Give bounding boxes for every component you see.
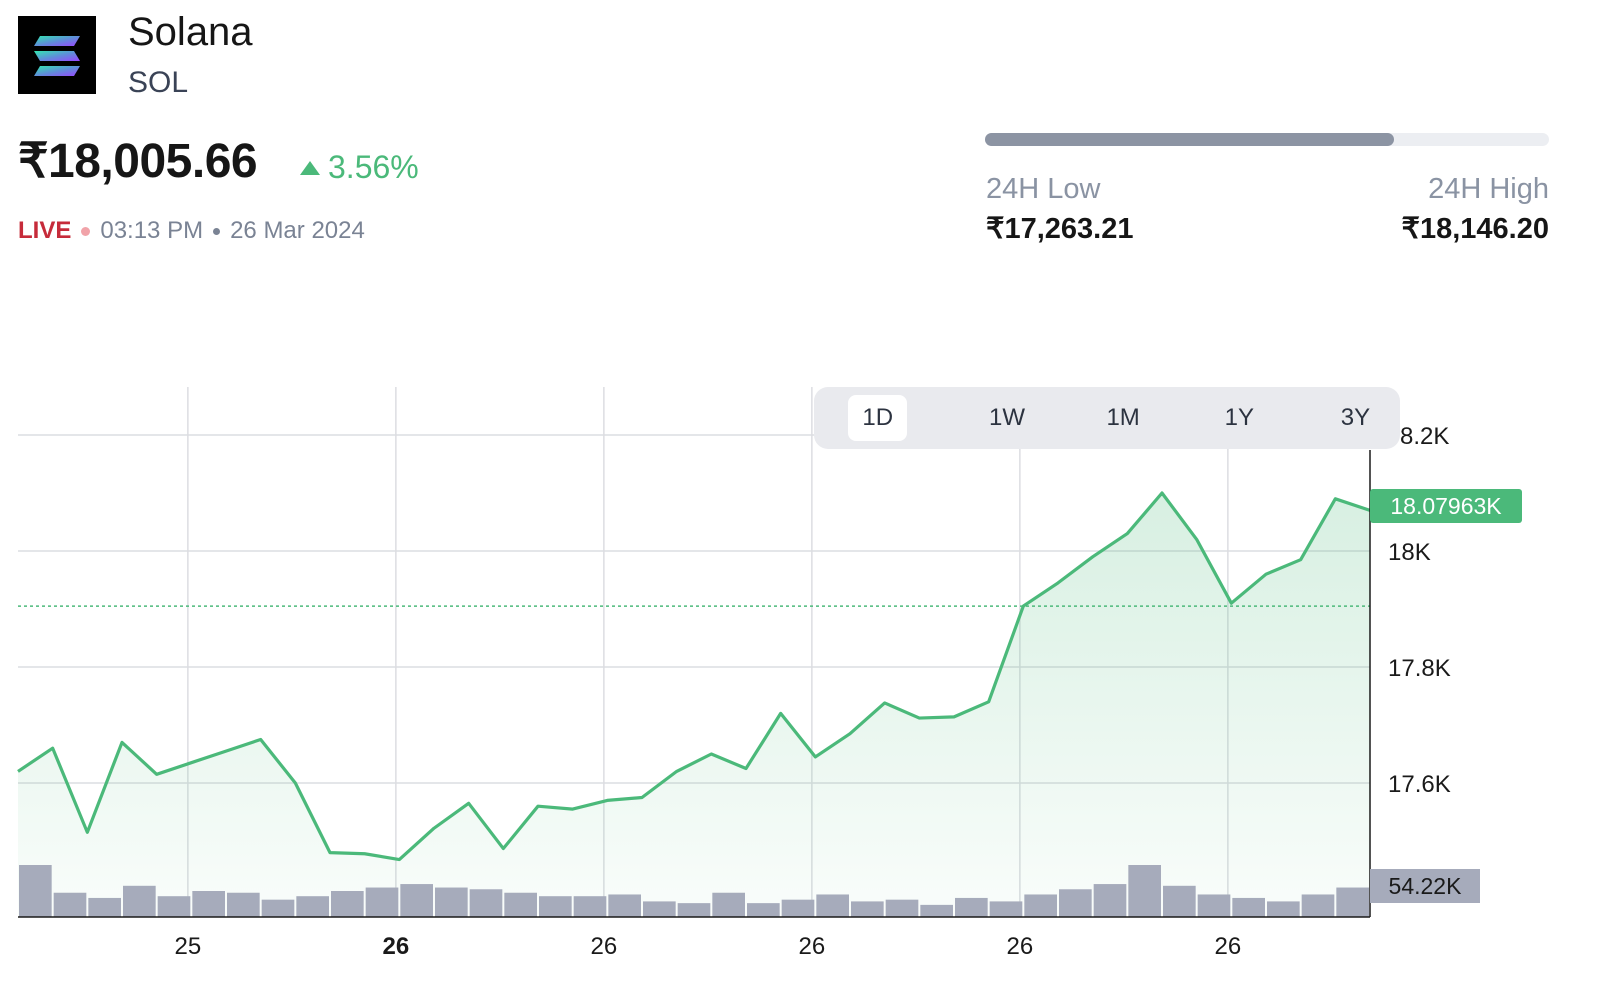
volume-bar: [157, 896, 191, 917]
quote-date: 26 Mar 2024: [230, 217, 365, 244]
x-tick-label: 26: [1007, 933, 1034, 960]
volume-bar: [400, 884, 433, 917]
low-24h-label: 24H Low: [986, 173, 1101, 205]
y-tick-label: 17.8K: [1388, 655, 1451, 682]
quote-time: 03:13 PM: [100, 217, 204, 244]
solana-logo-icon: [18, 16, 96, 94]
volume-bar: [1301, 894, 1335, 917]
triangle-up-icon: [300, 161, 320, 175]
volume-bar: [643, 901, 676, 917]
last-volume-badge: 54.22K: [1370, 869, 1480, 903]
coin-name: Solana: [128, 10, 253, 54]
volume-bar: [331, 891, 364, 917]
volume-bar: [747, 903, 780, 917]
live-label: LIVE: [18, 217, 72, 244]
volume-bar: [1336, 887, 1369, 917]
volume-bar: [712, 892, 745, 917]
solana-logo-graphic: [34, 36, 80, 76]
volume-bar: [989, 901, 1023, 917]
range-24h-bar: [985, 133, 1549, 146]
y-tick-label: 17.6K: [1388, 771, 1451, 798]
x-tick-label: 26: [799, 933, 826, 960]
volume-bar: [123, 885, 156, 917]
change-percent: 3.56%: [328, 149, 419, 185]
volume-bar: [1197, 894, 1231, 917]
volume-bar: [435, 887, 468, 917]
volume-bar: [851, 901, 884, 917]
live-status-row: LIVE 03:13 PM 26 Mar 2024: [18, 216, 365, 246]
volume-bar: [1232, 897, 1265, 917]
x-tick-label: 26: [591, 933, 618, 960]
current-price: ₹18,005.66: [18, 135, 258, 188]
volume-bar: [1163, 885, 1196, 917]
high-24h-value: ₹18,146.20: [1401, 213, 1549, 245]
volume-bar: [53, 892, 87, 917]
x-tick-label: 26: [383, 933, 410, 960]
y-tick-label: 18K: [1388, 539, 1431, 566]
volume-bar: [469, 889, 503, 917]
price-line: [17, 491, 1371, 862]
volume-bar: [1093, 884, 1127, 917]
volume-bar: [261, 899, 295, 917]
x-tick-label: 26: [1215, 933, 1242, 960]
volume-bar: [504, 892, 537, 917]
volume-bar: [1059, 889, 1092, 917]
price-change: 3.56%: [300, 148, 419, 186]
volume-bar: [608, 894, 641, 917]
volume-bar: [296, 896, 329, 917]
live-dot-icon: [81, 226, 91, 236]
volume-bar: [539, 896, 572, 917]
period-tab-3y[interactable]: 3Y: [1340, 404, 1371, 431]
volume-bar: [365, 887, 399, 917]
period-selector: 1D 1W 1M 1Y 3Y: [814, 387, 1400, 449]
volume-bar: [1267, 901, 1300, 917]
x-tick-label: 25: [175, 933, 202, 960]
separator-dot-icon: [213, 227, 221, 235]
period-tab-1m[interactable]: 1M: [1106, 404, 1140, 431]
volume-bar: [88, 897, 121, 917]
volume-bar: [816, 894, 849, 917]
period-tab-1d[interactable]: 1D: [848, 395, 908, 441]
coin-symbol: SOL: [128, 66, 189, 99]
price-area: [18, 493, 1370, 917]
high-24h-label: 24H High: [1428, 173, 1549, 205]
volume-bar: [885, 899, 919, 917]
range-24h-fill: [985, 133, 1394, 146]
volume-bar: [677, 903, 711, 917]
volume-bar: [920, 904, 953, 917]
volume-bar: [781, 899, 815, 917]
y-tick-label: 8.2K: [1400, 423, 1449, 450]
volume-bar: [227, 892, 260, 917]
volume-bar: [1128, 865, 1161, 917]
volume-bar: [955, 897, 988, 917]
last-price-badge: 18.07963K: [1370, 489, 1522, 523]
volume-bar: [1024, 894, 1057, 917]
volume-bar: [192, 891, 225, 917]
price-chart[interactable]: 17.6K 17.8K 18K 8.2K 25 26 26 26 26 26: [0, 380, 1600, 980]
period-tab-1w[interactable]: 1W: [988, 404, 1025, 431]
low-24h-value: ₹17,263.21: [986, 213, 1134, 245]
period-tab-1y[interactable]: 1Y: [1224, 404, 1254, 431]
volume-bar: [19, 865, 52, 917]
volume-bar: [573, 896, 607, 917]
